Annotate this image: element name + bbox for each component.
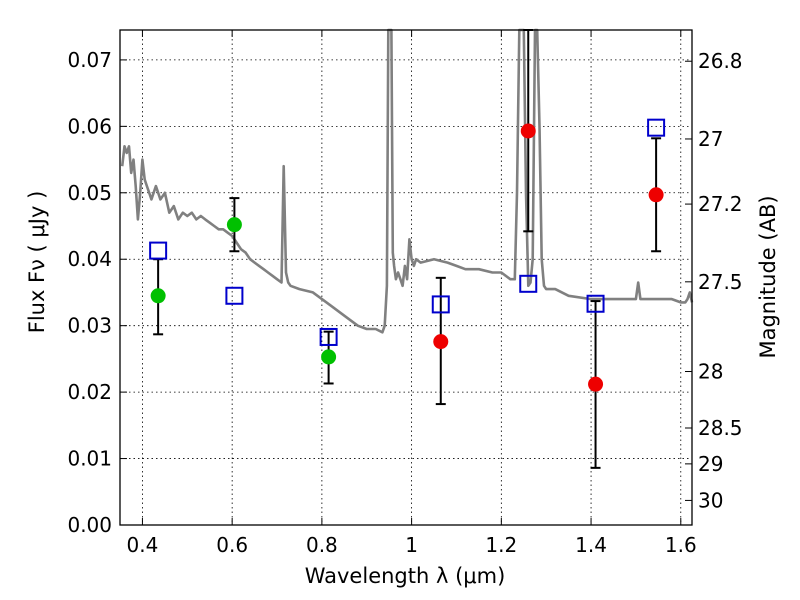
photometry-point bbox=[433, 334, 449, 350]
photometry-point bbox=[150, 288, 166, 304]
sed-template-layer bbox=[120, 28, 694, 334]
model-flux-square bbox=[586, 294, 605, 313]
y-tick-label: 0.06 bbox=[67, 114, 112, 138]
markers-layer bbox=[149, 118, 666, 392]
x-tick-label: 0.4 bbox=[127, 533, 159, 557]
magnitude-tick-label: 27 bbox=[698, 127, 723, 151]
ticks-layer: 0.4 0.6 0.8 1 1.2 1.4 1.6 0.00 0.01 0.02 0.03 0.04 0… bbox=[67, 30, 743, 557]
x-tick-label: 1.2 bbox=[485, 533, 517, 557]
model-flux-square bbox=[519, 274, 538, 293]
magnitude-tick-label: 26.8 bbox=[698, 49, 743, 73]
y-tick-label: 0.03 bbox=[67, 314, 112, 338]
x-tick-label: 0.8 bbox=[306, 533, 338, 557]
magnitude-tick-label: 27.2 bbox=[698, 192, 743, 216]
photometry-point bbox=[226, 217, 242, 233]
photometry-point bbox=[648, 187, 664, 203]
photometry-point bbox=[520, 123, 536, 139]
magnitude-tick-label: 30 bbox=[698, 488, 723, 512]
magnitude-tick-label: 29 bbox=[698, 452, 723, 476]
error-bars-layer bbox=[153, 29, 662, 469]
magnitude-tick-label: 28.5 bbox=[698, 416, 743, 440]
y-tick-label: 0.07 bbox=[67, 48, 112, 72]
model-flux-square bbox=[431, 295, 450, 314]
photometry-point bbox=[588, 376, 604, 392]
y-axis-title: Flux Fν ( μJy ) bbox=[25, 191, 49, 334]
y-tick-label: 0.04 bbox=[67, 247, 112, 271]
plot-frame bbox=[119, 29, 693, 526]
model-flux-square bbox=[319, 327, 338, 346]
photometry-point bbox=[321, 349, 337, 365]
model-flux-square bbox=[149, 241, 168, 260]
x-axis-title: Wavelength λ (μm) bbox=[305, 564, 506, 588]
model-flux-square bbox=[647, 118, 666, 137]
x-tick-label: 0.6 bbox=[216, 533, 248, 557]
y-tick-label: 0.05 bbox=[67, 181, 112, 205]
grid-lines bbox=[120, 30, 692, 526]
magnitude-tick-label: 28 bbox=[698, 360, 723, 384]
magnitude-tick-label: 27.5 bbox=[698, 270, 743, 294]
x-tick-label: 1.6 bbox=[665, 533, 697, 557]
magnitude-axis-title: Magnitude (AB) bbox=[756, 195, 780, 358]
y-tick-label: 0.00 bbox=[67, 513, 112, 537]
x-tick-label: 1 bbox=[405, 533, 418, 557]
x-tick-label: 1.4 bbox=[575, 533, 607, 557]
y-tick-label: 0.01 bbox=[67, 447, 112, 471]
y-tick-label: 0.02 bbox=[67, 380, 112, 404]
sed-template-line bbox=[120, 28, 694, 334]
model-flux-square bbox=[225, 286, 244, 305]
